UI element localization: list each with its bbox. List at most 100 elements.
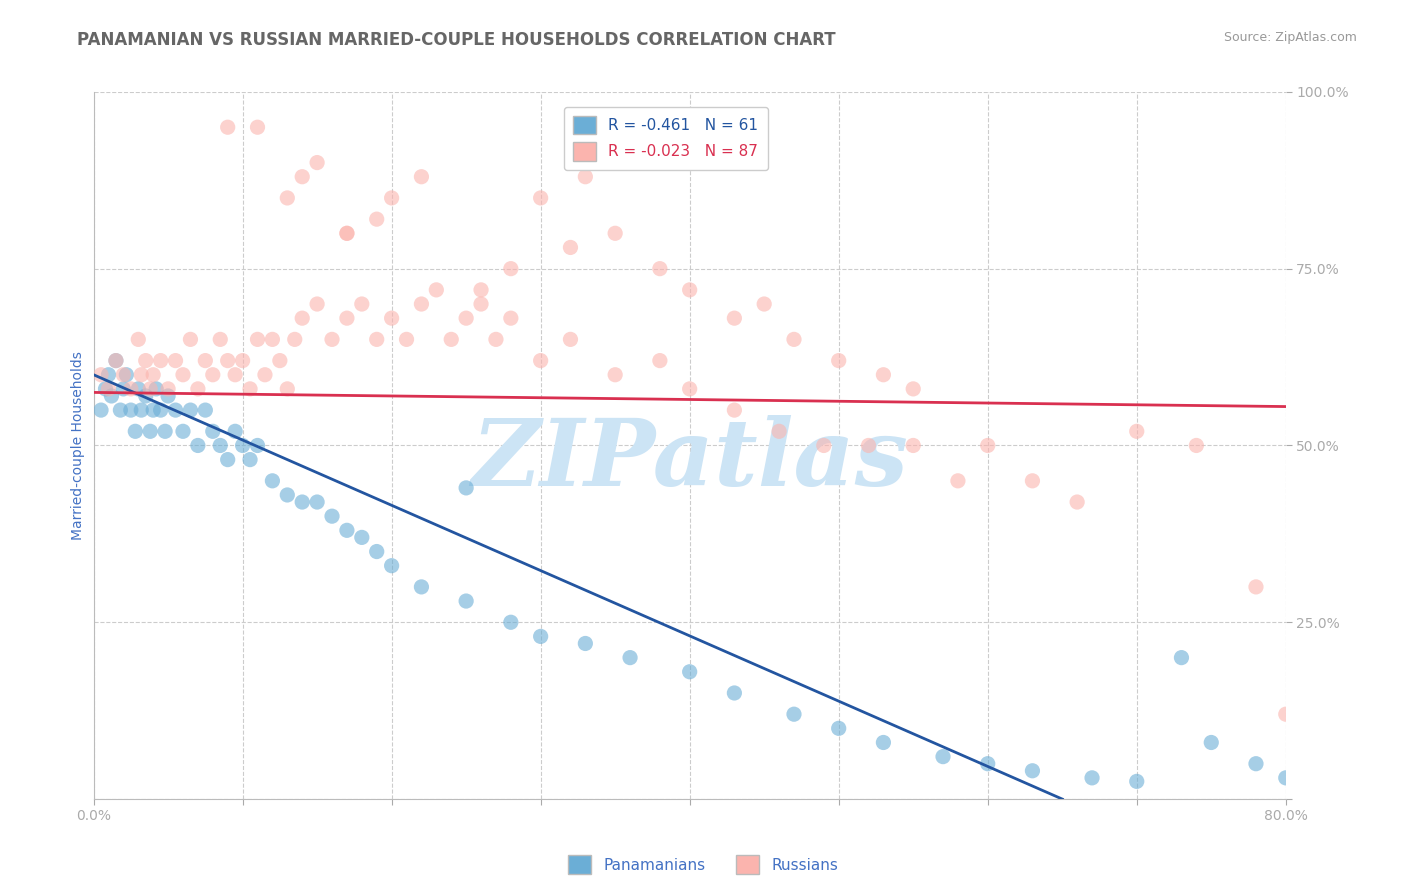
Point xyxy=(872,368,894,382)
Point xyxy=(217,353,239,368)
Point xyxy=(291,311,314,326)
Point xyxy=(1274,771,1296,785)
Point xyxy=(768,425,790,439)
Point xyxy=(201,425,224,439)
Point xyxy=(165,353,187,368)
Point xyxy=(530,353,553,368)
Point xyxy=(172,425,194,439)
Point xyxy=(679,665,702,679)
Point xyxy=(157,382,180,396)
Point xyxy=(217,452,239,467)
Point xyxy=(366,544,388,558)
Point xyxy=(291,169,314,184)
Point xyxy=(307,495,329,509)
Point xyxy=(291,495,314,509)
Point xyxy=(165,403,187,417)
Point xyxy=(153,425,176,439)
Point xyxy=(723,311,745,326)
Point xyxy=(648,261,671,276)
Point xyxy=(470,283,492,297)
Point xyxy=(269,353,291,368)
Point xyxy=(232,353,254,368)
Point xyxy=(381,558,404,573)
Point xyxy=(679,283,702,297)
Point xyxy=(239,452,262,467)
Point xyxy=(485,332,508,346)
Point xyxy=(112,382,135,396)
Legend: Panamanians, Russians: Panamanians, Russians xyxy=(562,849,844,880)
Point xyxy=(574,169,596,184)
Point xyxy=(903,438,925,452)
Point xyxy=(499,615,522,630)
Point xyxy=(1185,438,1208,452)
Point xyxy=(530,191,553,205)
Point xyxy=(411,297,433,311)
Point xyxy=(605,368,627,382)
Point xyxy=(276,191,298,205)
Text: PANAMANIAN VS RUSSIAN MARRIED-COUPLE HOUSEHOLDS CORRELATION CHART: PANAMANIAN VS RUSSIAN MARRIED-COUPLE HOU… xyxy=(77,31,837,49)
Point xyxy=(253,368,276,382)
Point xyxy=(1244,756,1267,771)
Point xyxy=(872,735,894,749)
Point xyxy=(307,297,329,311)
Point xyxy=(679,382,702,396)
Point xyxy=(813,438,835,452)
Point xyxy=(560,240,582,254)
Point xyxy=(139,425,162,439)
Point xyxy=(605,227,627,241)
Point xyxy=(139,382,162,396)
Point xyxy=(194,353,217,368)
Point xyxy=(276,488,298,502)
Point xyxy=(1274,707,1296,722)
Point xyxy=(127,332,149,346)
Point xyxy=(112,368,135,382)
Y-axis label: Married-couple Households: Married-couple Households xyxy=(72,351,86,540)
Point xyxy=(97,368,120,382)
Point xyxy=(157,389,180,403)
Point xyxy=(129,368,152,382)
Point xyxy=(321,332,343,346)
Point xyxy=(336,227,359,241)
Point xyxy=(395,332,418,346)
Point xyxy=(149,403,172,417)
Point xyxy=(828,353,851,368)
Point xyxy=(619,155,641,169)
Point xyxy=(754,297,776,311)
Point xyxy=(411,580,433,594)
Point xyxy=(456,311,478,326)
Legend: R = -0.461   N = 61, R = -0.023   N = 87: R = -0.461 N = 61, R = -0.023 N = 87 xyxy=(564,106,768,169)
Point xyxy=(1021,764,1043,778)
Point xyxy=(307,155,329,169)
Point xyxy=(366,332,388,346)
Point xyxy=(932,749,955,764)
Point xyxy=(440,332,463,346)
Point xyxy=(246,120,269,135)
Text: ZIPatlas: ZIPatlas xyxy=(471,415,908,505)
Point xyxy=(224,368,246,382)
Point xyxy=(530,629,553,643)
Text: Source: ZipAtlas.com: Source: ZipAtlas.com xyxy=(1223,31,1357,45)
Point xyxy=(115,368,138,382)
Point xyxy=(217,120,239,135)
Point xyxy=(209,332,232,346)
Point xyxy=(104,353,127,368)
Point xyxy=(723,686,745,700)
Point xyxy=(1244,580,1267,594)
Point xyxy=(1126,425,1149,439)
Point xyxy=(723,403,745,417)
Point xyxy=(350,530,373,544)
Point xyxy=(100,389,122,403)
Point xyxy=(179,332,201,346)
Point xyxy=(499,311,522,326)
Point xyxy=(619,650,641,665)
Point xyxy=(284,332,307,346)
Point xyxy=(828,722,851,736)
Point xyxy=(135,353,157,368)
Point xyxy=(648,353,671,368)
Point xyxy=(224,425,246,439)
Point xyxy=(262,332,284,346)
Point xyxy=(1021,474,1043,488)
Point xyxy=(145,382,167,396)
Point xyxy=(120,382,142,396)
Point xyxy=(336,227,359,241)
